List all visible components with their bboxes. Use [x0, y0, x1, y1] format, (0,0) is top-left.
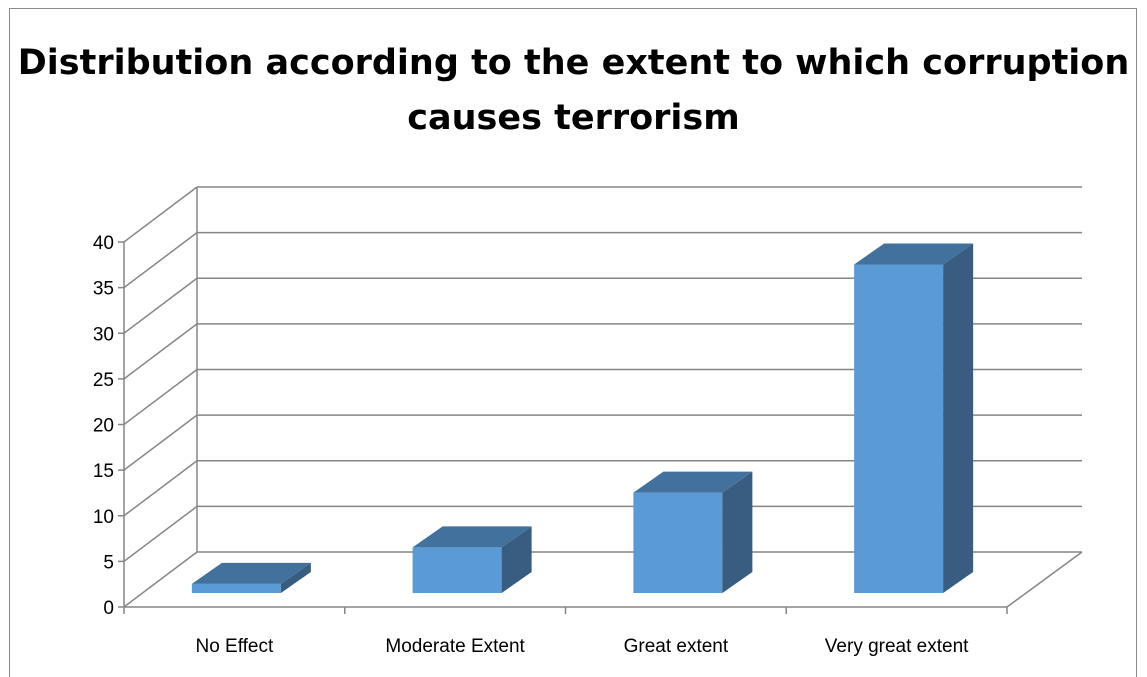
- gridline-side-30: [123, 277, 198, 334]
- bar-0: [191, 562, 311, 593]
- y-tick-label-30: 30: [93, 324, 114, 345]
- gridline-side-35: [123, 232, 198, 289]
- gridline-side-5: [123, 505, 198, 562]
- y-tick-label-20: 20: [93, 416, 114, 437]
- chart-title: Distribution according to the extent to …: [17, 43, 1130, 138]
- bar-1: [412, 526, 532, 593]
- bar-top-3: [854, 243, 974, 265]
- y-tick-label-0: 0: [103, 598, 114, 619]
- bars: [191, 243, 974, 593]
- floor-right-edge: [1006, 551, 1083, 608]
- labels: 0 5 10 15 20 25 30 35 40 No Effect Moderate Extent…: [93, 233, 969, 657]
- bar-top-2: [633, 471, 753, 493]
- x-tick-label-1: Moderate Extent: [385, 636, 525, 657]
- gridline-side-40: [123, 186, 198, 243]
- y-tick-label-35: 35: [93, 279, 114, 300]
- bar-front-0: [191, 583, 281, 593]
- bar-side-2: [722, 471, 753, 593]
- bar-side-3: [943, 243, 974, 593]
- x-tick-label-0: No Effect: [195, 636, 274, 657]
- bar-front-1: [412, 547, 502, 593]
- bar-side-1: [501, 526, 532, 593]
- bar-front-3: [854, 264, 944, 593]
- gridline-side-0: [123, 551, 198, 608]
- gridline-side-15: [123, 414, 198, 471]
- y-tick-label-5: 5: [103, 552, 114, 573]
- bar-2: [633, 471, 753, 593]
- y-tick-label-10: 10: [93, 507, 114, 528]
- gridline-side-20: [123, 368, 198, 426]
- bar-side-0: [280, 562, 311, 593]
- bar-3: [854, 243, 974, 593]
- x-tick-label-3: Very great extent: [825, 636, 969, 657]
- y-tick-label-25: 25: [93, 370, 114, 391]
- gridline-side-25: [123, 323, 198, 380]
- x-tick-label-2: Great extent: [624, 636, 729, 657]
- bar-top-1: [412, 526, 532, 548]
- bar-top-0: [191, 562, 311, 584]
- y-tick-label-40: 40: [93, 233, 114, 254]
- y-tick-label-15: 15: [93, 461, 114, 482]
- gridline-side-10: [123, 460, 198, 517]
- axes: [118, 187, 1083, 614]
- bar-front-2: [633, 492, 723, 593]
